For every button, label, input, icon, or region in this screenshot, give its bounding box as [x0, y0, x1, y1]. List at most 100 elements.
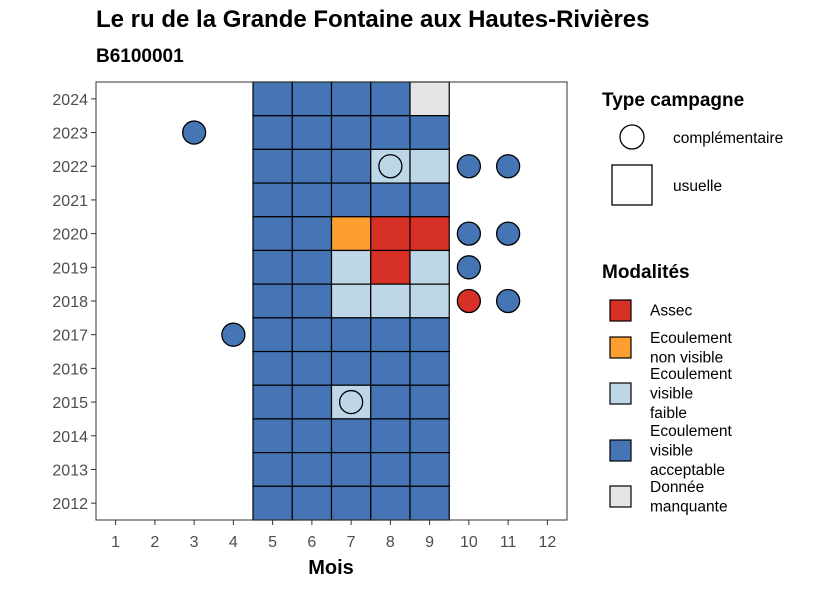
heatmap-cell	[409, 485, 450, 521]
x-tick-label: 1	[111, 534, 120, 551]
heatmap-cell	[291, 384, 333, 420]
x-tick-label: 11	[500, 534, 517, 551]
legend-label-line: acceptable	[650, 462, 725, 479]
y-tick-label: 2020	[52, 227, 88, 244]
legend-key	[609, 382, 632, 405]
y-tick-label: 2018	[52, 294, 88, 311]
legend-label-line: Assec	[650, 303, 692, 320]
y-tick-label: 2024	[52, 92, 88, 109]
heatmap-cell	[291, 81, 333, 117]
heatmap-cell	[291, 283, 333, 319]
heatmap-cell	[330, 249, 372, 285]
y-tick-label: 2019	[52, 260, 88, 277]
heatmap-cell	[252, 384, 293, 420]
y-tick-label: 2012	[52, 496, 88, 513]
heatmap-cell	[409, 350, 450, 386]
legend-label-line: manquante	[650, 498, 728, 515]
heatmap-cell	[370, 452, 411, 487]
y-tick-label: 2014	[52, 429, 88, 446]
heatmap-cell	[291, 452, 333, 487]
x-tick-label: 12	[538, 534, 556, 551]
heatmap-cell	[330, 452, 372, 487]
x-tick-label: 2	[150, 534, 159, 551]
heatmap-cell	[291, 418, 333, 454]
legend-modalites-title: Modalités	[602, 262, 690, 283]
legend-key	[609, 485, 632, 508]
heatmap-cell	[330, 317, 372, 353]
legend-campaign-title: Type campagne	[602, 90, 744, 111]
heatmap-cell	[252, 81, 293, 117]
complementary-point	[378, 154, 403, 179]
heatmap-cell	[409, 216, 450, 252]
heatmap-cell	[291, 485, 333, 521]
complementary-point	[456, 154, 482, 179]
x-tick-label: 7	[347, 534, 356, 551]
x-tick-label: 4	[229, 534, 238, 551]
heatmap-cell	[370, 249, 411, 285]
y-tick-label: 2022	[52, 159, 88, 176]
heatmap-cell	[252, 249, 293, 285]
heatmap-cell	[330, 115, 372, 150]
heatmap-cell	[330, 148, 372, 184]
heatmap-cell	[409, 418, 450, 454]
heatmap-cell	[370, 317, 411, 353]
heatmap-cell	[370, 81, 411, 117]
heatmap-cell	[409, 452, 450, 487]
legend-modalite-label: Ecoulement visible acceptable	[650, 423, 733, 479]
x-tick-label: 9	[425, 534, 434, 551]
x-tick-label: 5	[268, 534, 277, 551]
legend-circle-symbol	[619, 124, 645, 150]
heatmap-cell	[370, 418, 411, 454]
heatmap-cell	[409, 249, 450, 285]
y-tick-label: 2016	[52, 361, 88, 378]
chart-title: Le ru de la Grande Fontaine aux Hautes-R…	[96, 6, 650, 33]
heatmap-cell	[291, 249, 333, 285]
legend-key	[609, 299, 632, 322]
heatmap-cell	[252, 452, 293, 487]
heatmap-cell	[330, 485, 372, 521]
heatmap-cell	[291, 115, 333, 150]
complementary-point	[495, 288, 521, 314]
heatmap-cell	[252, 115, 293, 150]
heatmap-cell	[330, 283, 372, 319]
x-tick-label: 6	[307, 534, 316, 551]
heatmap-cell	[252, 317, 293, 353]
legend-modalite-label: Donnée manquante	[650, 479, 728, 516]
complementary-point	[456, 288, 482, 314]
heatmap-cell	[409, 81, 450, 117]
complementary-point	[456, 221, 482, 246]
heatmap-cell	[252, 350, 293, 386]
legend-label-line: visible	[650, 443, 693, 460]
complementary-point	[221, 322, 246, 347]
legend-label-line: Ecoulement	[650, 423, 733, 440]
heatmap-cell	[252, 182, 293, 218]
heatmap-cell	[330, 81, 372, 117]
x-axis-title: Mois	[308, 557, 354, 579]
complementary-point	[181, 120, 207, 145]
heatmap-cell	[291, 182, 333, 218]
y-tick-label: 2021	[52, 193, 88, 210]
legend-modalite-label: Ecoulement non visible	[650, 330, 733, 367]
heatmap-cell	[409, 148, 450, 184]
heatmap-cell	[409, 283, 450, 319]
legend-campaign-label: complémentaire	[673, 130, 783, 147]
heatmap-cell	[291, 148, 333, 184]
heatmap-cell	[252, 148, 293, 184]
legend-label-line: Ecoulement	[650, 330, 733, 347]
heatmap-cell	[370, 485, 411, 521]
x-tick-label: 8	[386, 534, 395, 551]
legend-modalite-label: Ecoulement visible faible	[650, 366, 733, 422]
y-tick-label: 2013	[52, 462, 88, 479]
heatmap-cell	[252, 283, 293, 319]
heatmap-cell	[252, 485, 293, 521]
complementary-point	[456, 255, 482, 280]
heatmap-cell	[252, 418, 293, 454]
y-tick-label: 2023	[52, 126, 88, 143]
legend-key	[609, 439, 632, 462]
heatmap-cell	[291, 216, 333, 252]
heatmap-cell	[370, 283, 411, 319]
legend-modalite-label: Assec	[650, 303, 692, 320]
y-tick-label: 2015	[52, 395, 88, 412]
heatmap-cell	[330, 418, 372, 454]
